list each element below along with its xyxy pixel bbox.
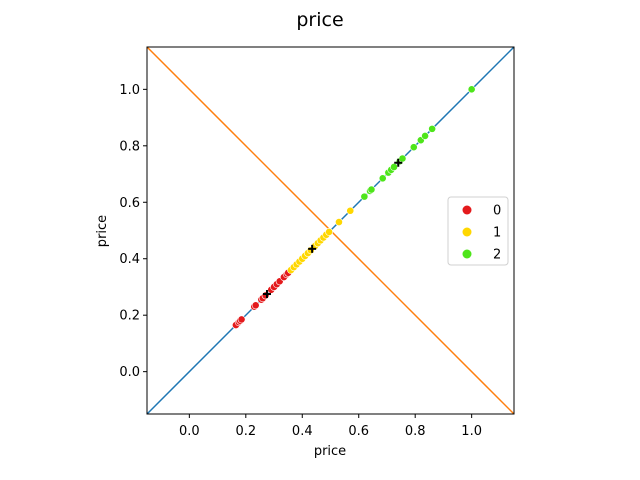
legend-label-2: 2: [493, 248, 501, 263]
legend-marker-0: [462, 205, 472, 215]
point-series-2-12: [428, 124, 437, 133]
x-tick-label-4: 0.8: [405, 424, 426, 439]
x-tick-label-5: 1.0: [461, 424, 482, 439]
axis-ticks: 0.0 0.2 0.4 0.6 0.8 1.0 0.0 0.2 0.4 0.6 0.8 1.0: [119, 83, 482, 439]
point-series-2-11: [421, 132, 429, 140]
y-tick-label-1: 0.2: [119, 309, 140, 324]
y-tick-label-0: 0.0: [119, 365, 140, 380]
y-tick-label-5: 1.0: [119, 83, 140, 98]
point-series-2-6: [390, 163, 398, 171]
y-tick-label-4: 0.8: [119, 139, 140, 154]
point-series-0-8: [261, 291, 270, 300]
point-series-0-3: [237, 315, 246, 324]
legend: 0 1 2: [447, 196, 509, 266]
x-tick-label-3: 0.6: [348, 424, 369, 439]
x-tick-label-2: 0.4: [292, 424, 313, 439]
legend-label-1: 1: [493, 226, 501, 241]
axes-frame: [146, 46, 515, 415]
plot-area: [147, 47, 514, 414]
centroid-marker-0: [262, 290, 271, 299]
x-tick-label-1: 0.2: [235, 424, 256, 439]
point-series-2-8: [398, 154, 407, 163]
centroid-marker-1: [308, 244, 317, 253]
x-tick-label-0: 0.0: [179, 424, 200, 439]
point-series-1-13: [325, 228, 333, 236]
legend-marker-2: [462, 249, 472, 259]
point-series-1-15: [346, 206, 355, 215]
point-series-0-5: [251, 301, 260, 310]
y-tick-label-2: 0.4: [119, 252, 140, 267]
point-series-2-2: [367, 185, 376, 194]
legend-label-0: 0: [493, 204, 501, 219]
legend-marker-1: [462, 227, 472, 237]
centroid-marker-2: [394, 158, 403, 167]
x-axis-label: price: [314, 444, 346, 459]
point-series-2-0: [360, 192, 369, 201]
point-series-2-3: [378, 174, 387, 183]
chart-title: price: [296, 9, 343, 31]
point-series-2-9: [409, 143, 418, 152]
point-series-1-14: [335, 218, 343, 226]
y-axis-label: price: [95, 215, 110, 247]
legend-box: [447, 196, 509, 266]
y-tick-label-3: 0.6: [119, 196, 140, 211]
point-series-2-13: [467, 85, 476, 94]
